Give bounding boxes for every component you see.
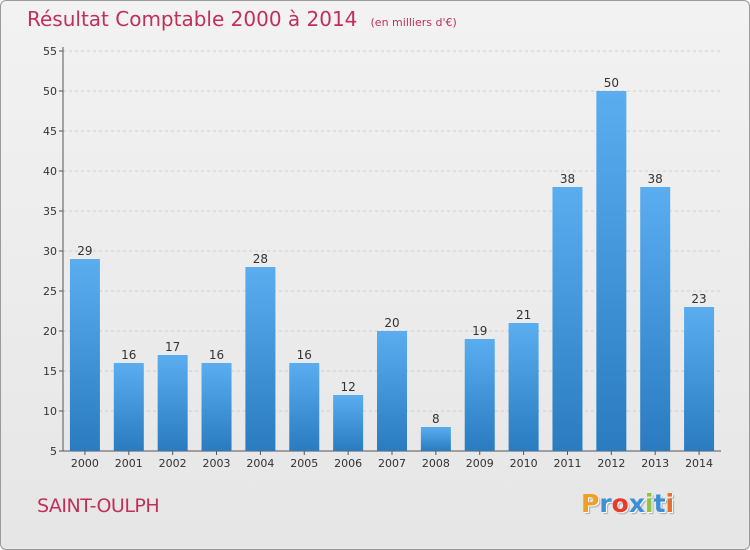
- x-tick-label-2002: 2002: [159, 457, 187, 470]
- x-tick-label-2007: 2007: [378, 457, 406, 470]
- x-tick-label-2013: 2013: [641, 457, 669, 470]
- x-tick-label-2006: 2006: [334, 457, 362, 470]
- chart-title-block: Résultat Comptable 2000 à 2014 (en milli…: [27, 7, 457, 31]
- bar-2013: [640, 187, 671, 451]
- bar-2001: [113, 363, 144, 451]
- bar-2007: [377, 331, 407, 451]
- data-label-2014: 23: [691, 292, 706, 306]
- data-label-2005: 16: [297, 348, 312, 362]
- logo-letter: i: [645, 489, 654, 518]
- chart-unit-note: (en milliers d'€): [370, 16, 457, 29]
- y-tick-label: 30: [43, 245, 57, 258]
- y-tick-label: 55: [43, 45, 57, 58]
- bars: [69, 91, 715, 451]
- logo-letter: r: [599, 489, 612, 518]
- proxiti-logo: Proxiti: [581, 489, 674, 518]
- bar-2005: [289, 363, 320, 451]
- x-tick-label-2008: 2008: [422, 457, 450, 470]
- bar-2002: [157, 355, 188, 451]
- data-label-2008: 8: [432, 412, 440, 426]
- data-label-2000: 29: [77, 244, 92, 258]
- chart-title: Résultat Comptable 2000 à 2014: [27, 7, 358, 31]
- data-label-2003: 16: [209, 348, 224, 362]
- data-label-2013: 38: [648, 172, 663, 186]
- y-tick-label: 20: [43, 325, 57, 338]
- x-tick-label-2001: 2001: [115, 457, 143, 470]
- x-tick-label-2000: 2000: [71, 457, 99, 470]
- data-label-2012: 50: [604, 76, 619, 90]
- bar-2004: [245, 267, 276, 451]
- bar-2011: [552, 187, 583, 451]
- y-tick-label: 40: [43, 165, 57, 178]
- y-tick-label: 45: [43, 125, 57, 138]
- data-label-2004: 28: [253, 252, 268, 266]
- x-tick-label-2004: 2004: [246, 457, 274, 470]
- data-label-2007: 20: [384, 316, 399, 330]
- y-tick-label: 35: [43, 205, 57, 218]
- logo-letter: x: [628, 489, 645, 518]
- y-tick-label: 10: [43, 405, 57, 418]
- bar-2014: [684, 307, 715, 451]
- bar-2009: [464, 339, 495, 451]
- logo-letter: o: [611, 489, 629, 518]
- commune-name: SAINT-OULPH: [37, 495, 160, 517]
- logo-letter: i: [665, 489, 675, 518]
- x-tick-label-2012: 2012: [597, 457, 625, 470]
- x-tick-label-2003: 2003: [203, 457, 231, 470]
- data-label-2006: 12: [340, 380, 355, 394]
- data-label-2011: 38: [560, 172, 575, 186]
- y-tick-label: 5: [50, 445, 57, 458]
- bar-2006: [333, 395, 364, 451]
- data-label-2002: 17: [165, 340, 180, 354]
- y-tick-label: 15: [43, 365, 57, 378]
- data-label-2009: 19: [472, 324, 487, 338]
- x-tick-label-2011: 2011: [553, 457, 581, 470]
- x-tick-label-2005: 2005: [290, 457, 318, 470]
- labels: 5 10 15 20 25 30 35 40 45 50 55 29 2000 16 2001 17 2002 1…: [43, 45, 713, 470]
- data-label-2010: 21: [516, 308, 531, 322]
- logo-letter: P: [581, 489, 600, 518]
- y-tick-label: 25: [43, 285, 57, 298]
- data-label-2001: 16: [121, 348, 136, 362]
- bar-2012: [596, 91, 627, 451]
- x-tick-label-2014: 2014: [685, 457, 713, 470]
- bar-2000: [69, 259, 100, 451]
- x-tick-label-2010: 2010: [510, 457, 538, 470]
- bar-2003: [201, 363, 232, 451]
- x-tick-label-2009: 2009: [466, 457, 494, 470]
- logo-letter: t: [653, 489, 666, 518]
- bar-2010: [508, 323, 539, 451]
- y-tick-label: 50: [43, 85, 57, 98]
- bar-2008: [420, 427, 451, 451]
